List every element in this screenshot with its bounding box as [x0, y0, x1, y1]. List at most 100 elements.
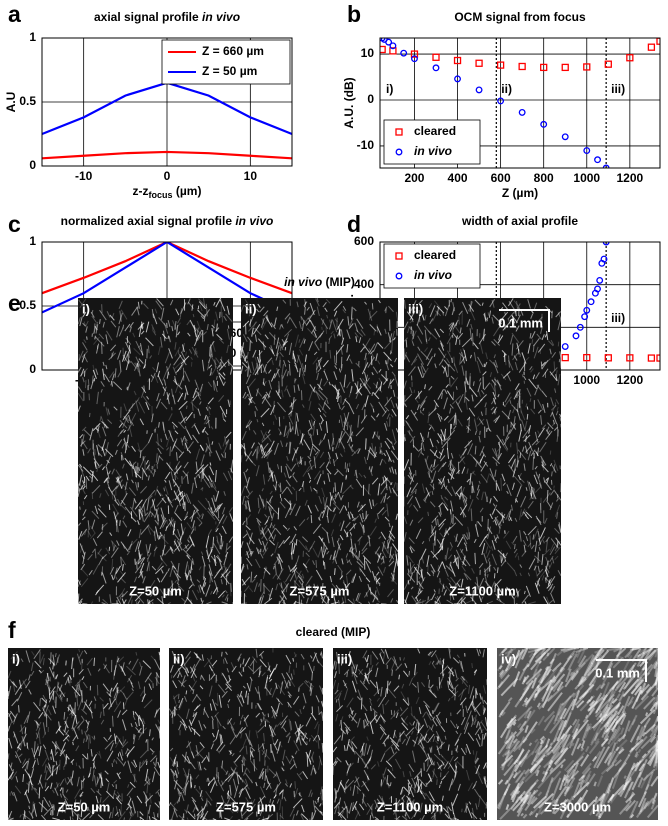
fiber [314, 652, 320, 664]
fiber [410, 326, 413, 337]
fiber [260, 654, 264, 659]
fiber [491, 504, 498, 516]
fiber [354, 322, 359, 333]
fiber [249, 537, 255, 545]
fiber [522, 427, 531, 439]
fiber [113, 686, 119, 699]
fiber [491, 341, 496, 346]
fiber [346, 354, 351, 361]
data-point [540, 63, 548, 72]
fiber [249, 340, 251, 352]
fiber [174, 653, 176, 658]
fiber [372, 342, 379, 352]
fiber [428, 679, 431, 688]
fiber [192, 395, 198, 402]
legend-box [383, 243, 481, 289]
fiber [346, 559, 351, 564]
fiber [428, 463, 433, 473]
fiber [316, 659, 324, 668]
fiber [394, 758, 402, 770]
fiber [70, 712, 74, 717]
fiber [24, 727, 27, 734]
fiber [212, 380, 215, 391]
fiber [511, 321, 518, 329]
fiber [135, 362, 140, 373]
fiber [173, 520, 176, 530]
fiber [201, 600, 204, 605]
fiber [274, 563, 277, 575]
data-point [596, 276, 604, 284]
fiber [408, 785, 415, 798]
fiber [226, 545, 231, 550]
fiber [388, 536, 395, 542]
fiber [292, 543, 296, 555]
fiber [422, 314, 425, 321]
fiber [279, 351, 284, 358]
fiber [192, 504, 199, 512]
fiber [485, 546, 489, 554]
fiber [168, 519, 174, 527]
fiber [219, 338, 225, 344]
fiber [122, 324, 125, 329]
fiber [491, 406, 498, 415]
fiber [200, 487, 204, 491]
fiber [254, 334, 258, 342]
fiber [27, 781, 30, 793]
fiber [227, 717, 233, 725]
fiber [293, 526, 298, 531]
fiber [84, 650, 88, 655]
fiber [439, 681, 443, 689]
fiber [225, 683, 233, 691]
fiber [318, 755, 323, 766]
fiber [211, 732, 215, 738]
fiber [489, 372, 493, 378]
fiber [185, 804, 189, 814]
fiber [365, 560, 372, 573]
fiber [44, 785, 50, 792]
fiber [58, 684, 63, 691]
fiber [493, 566, 497, 571]
fiber [322, 360, 329, 368]
x-tick-label: 1000 [573, 171, 600, 185]
fiber [362, 704, 368, 712]
fiber [523, 544, 526, 553]
fiber [249, 658, 256, 667]
fiber [415, 596, 419, 602]
fiber [173, 779, 183, 790]
fiber [374, 575, 380, 585]
fiber [438, 511, 442, 517]
fiber [516, 300, 518, 308]
fiber [82, 753, 88, 760]
fiber [245, 425, 249, 429]
fiber [424, 329, 427, 342]
fiber [401, 683, 405, 689]
fiber [464, 439, 473, 449]
fiber [183, 515, 188, 521]
fiber [8, 737, 13, 749]
fiber [384, 699, 390, 706]
fiber [389, 467, 392, 473]
fiber [270, 553, 274, 557]
fiber [469, 354, 472, 359]
micrograph-texture [403, 298, 562, 605]
fiber [90, 787, 96, 794]
fiber [276, 798, 280, 804]
fiber [525, 585, 531, 597]
fiber [206, 359, 211, 371]
fiber [417, 736, 424, 745]
fiber [133, 348, 141, 356]
fiber [210, 507, 213, 514]
fiber [88, 700, 93, 707]
fiber [173, 490, 180, 502]
fiber [313, 330, 318, 338]
fiber [82, 466, 93, 476]
fiber [511, 482, 515, 490]
fiber [300, 315, 307, 325]
fiber [174, 512, 183, 522]
chart-title: axial signal profile in vivo [94, 10, 240, 24]
fiber [363, 371, 368, 382]
fiber [551, 404, 556, 414]
fiber [553, 464, 556, 472]
fiber [147, 599, 149, 605]
fiber [203, 708, 210, 719]
